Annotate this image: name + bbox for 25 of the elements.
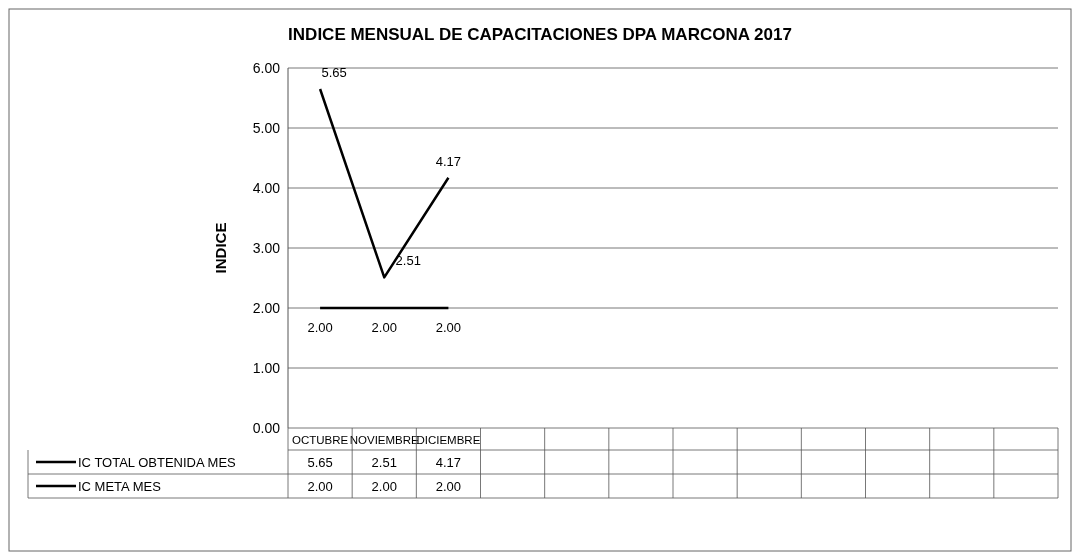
y-axis-title: INDICE	[212, 222, 229, 274]
data-label: 2.51	[371, 455, 397, 470]
data-label: 2.00	[307, 479, 333, 494]
y-tick-label: 1.00	[252, 360, 281, 376]
y-tick-label: 3.00	[252, 240, 281, 256]
y-tick-label: 6.00	[252, 60, 281, 76]
data-label: 2.00	[371, 479, 397, 494]
text: 4.17	[435, 153, 462, 169]
y-tick-label: 0.00	[252, 420, 281, 436]
data-label: 5.65	[307, 455, 333, 470]
data-label: 4.17	[435, 455, 462, 470]
text: 2.00	[371, 320, 397, 335]
legend-label: IC TOTAL OBTENIDA MES	[78, 455, 237, 470]
x-tick-label: DICIEMBRE	[416, 434, 481, 446]
y-tick-label: 5.00	[252, 120, 281, 136]
text: 2.51	[395, 253, 421, 269]
x-tick-label: OCTUBRE	[291, 434, 349, 446]
data-label: 2.00	[435, 479, 462, 494]
y-tick-label: 4.00	[252, 180, 281, 196]
legend-label: IC META MES	[78, 479, 162, 494]
text: 2.00	[307, 320, 333, 335]
chart-title: INDICE MENSUAL DE CAPACITACIONES DPA MARCONA 2017	[288, 25, 792, 44]
text: 2.00	[435, 320, 462, 335]
y-tick-label: 2.00	[252, 300, 281, 316]
text: 5.65	[321, 65, 347, 80]
